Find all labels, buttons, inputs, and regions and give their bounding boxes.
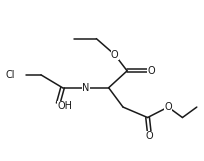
Text: O: O — [147, 66, 155, 76]
Text: O: O — [110, 50, 118, 60]
Text: OH: OH — [57, 101, 72, 111]
Text: O: O — [145, 131, 153, 141]
Text: O: O — [163, 102, 171, 112]
Text: N: N — [82, 83, 89, 93]
Text: Cl: Cl — [6, 70, 15, 80]
